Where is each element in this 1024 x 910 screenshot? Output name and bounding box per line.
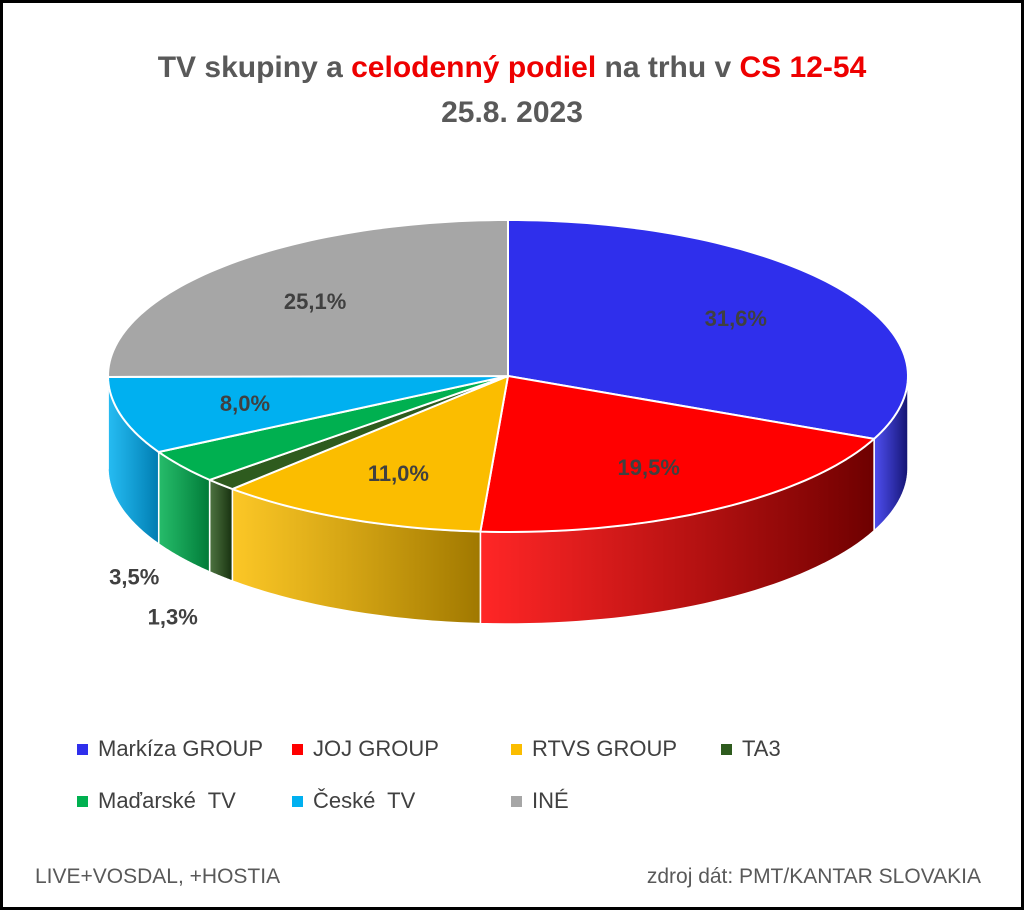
pie-slice-0 — [507, 219, 909, 440]
data-label-6: 25,1% — [284, 289, 346, 314]
data-label-2: 11,0% — [368, 461, 429, 486]
title-part-1: TV skupiny a — [157, 51, 352, 84]
title-highlight-1: celodenný podiel — [351, 51, 597, 84]
title-part-2: na trhu v — [596, 51, 740, 84]
pie-slice-4 — [157, 375, 509, 481]
pie-slice-3 — [208, 375, 509, 491]
footer-source: zdroj dát: PMT/KANTAR SLOVAKIA — [646, 865, 981, 888]
pie-slice-6 — [107, 219, 509, 378]
data-label-0: 31,6% — [705, 306, 767, 331]
pie-slice-1 — [479, 375, 876, 533]
pie-side-walls — [107, 375, 909, 625]
pie-side-3 — [208, 478, 234, 583]
data-label-5: 8,0% — [220, 391, 270, 416]
title-highlight-2: CS 12-54 — [739, 51, 867, 84]
footer-note: LIVE+VOSDAL, +HOSTIA — [35, 865, 281, 888]
data-label-4: 3,5% — [109, 565, 159, 590]
pie-slice-5 — [107, 375, 509, 454]
pie-data-labels: 31,6% 19,5% 11,0% 1,3% 3,5% 8,0% 25,1% — [109, 289, 767, 629]
pie-top-faces — [107, 219, 909, 533]
pie-slice-2 — [231, 375, 509, 533]
chart-subtitle: 25.8. 2023 — [441, 96, 583, 129]
data-label-1: 19,5% — [618, 455, 680, 480]
data-label-3: 1,3% — [148, 605, 198, 630]
chart-title: TV skupiny a celodenný podiel na trhu v … — [3, 51, 1021, 85]
pie-chart: 31,6% 19,5% 11,0% 1,3% 3,5% 8,0% 25,1% — [107, 219, 909, 630]
